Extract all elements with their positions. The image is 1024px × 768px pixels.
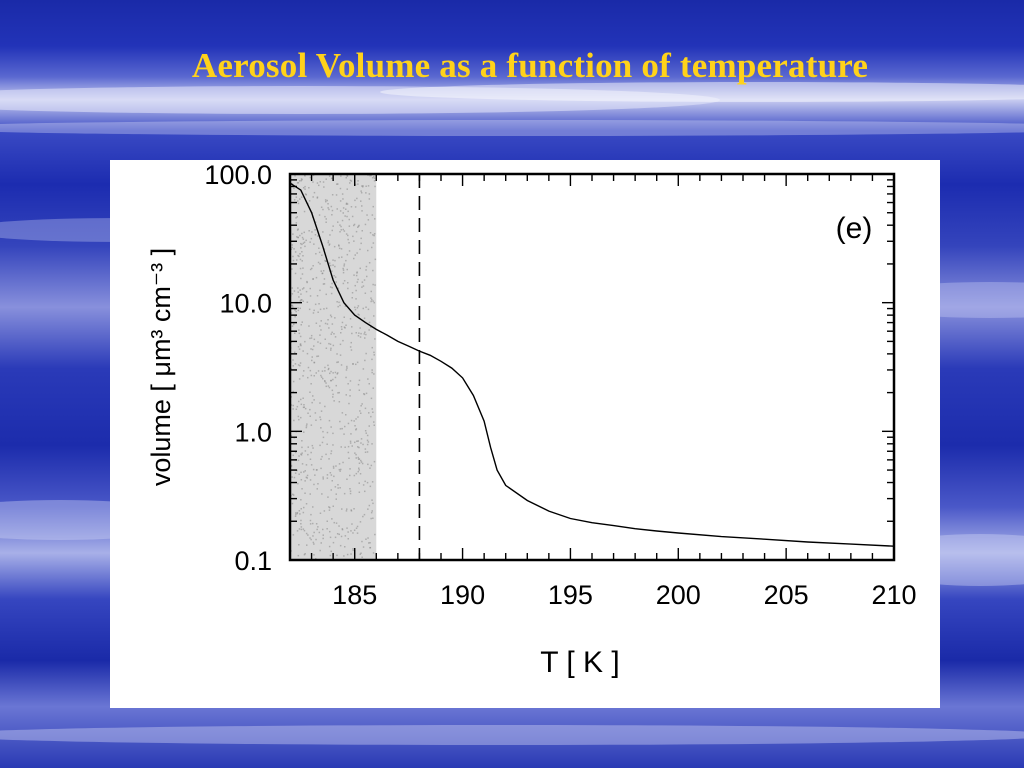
y-tick-label: 1.0 [234, 417, 272, 447]
x-tick-label: 200 [656, 580, 701, 610]
x-tick-label: 210 [871, 580, 916, 610]
series-line-volume [289, 182, 895, 547]
x-tick-label: 185 [332, 580, 377, 610]
x-tick-label: 195 [548, 580, 593, 610]
shaded-region [290, 174, 377, 560]
plot-frame [288, 172, 896, 562]
x-axis-label: T [ K ] [540, 646, 619, 679]
x-tick-label: 190 [440, 580, 485, 610]
chart-panel: 0.1 1.0 10.0 100.0 185 190 195 200 205 210 (e) T… [110, 160, 940, 708]
shaded-region-layer [290, 174, 377, 560]
y-tick-label: 100.0 [204, 160, 272, 190]
y-tick-label: 10.0 [219, 289, 272, 319]
slide-title: Aerosol Volume as a function of temperat… [191, 46, 869, 85]
y-tick-label: 0.1 [234, 546, 272, 576]
panel-label: (e) [836, 212, 873, 245]
x-tick-labels: 185 190 195 200 205 210 [332, 580, 916, 610]
x-tick-label: 205 [764, 580, 809, 610]
y-axis-label: volume [ μm³ cm⁻³ ] [146, 248, 176, 486]
y-tick-labels: 0.1 1.0 10.0 100.0 [204, 160, 272, 576]
tick-layer [289, 174, 895, 561]
line-chart: 0.1 1.0 10.0 100.0 185 190 195 200 205 210 (e) T… [146, 160, 917, 679]
